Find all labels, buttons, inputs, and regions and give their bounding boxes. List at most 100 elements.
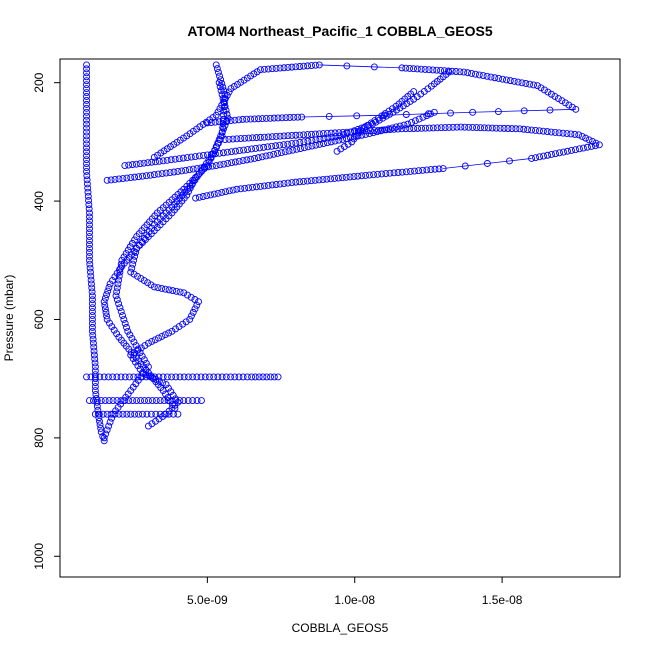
data-point: [518, 79, 526, 87]
data-point: [423, 166, 431, 174]
data-point: [411, 167, 418, 175]
data-point: [142, 373, 150, 381]
data-point: [256, 182, 264, 190]
data-point: [211, 150, 219, 158]
data-point: [83, 112, 90, 120]
data-point: [102, 308, 110, 316]
data-point: [158, 284, 166, 292]
data-point: [159, 157, 167, 165]
data-point: [86, 237, 93, 244]
data-point: [86, 229, 93, 237]
data-point: [113, 397, 121, 405]
data-point: [284, 132, 292, 140]
data-point: [83, 96, 90, 104]
data-point: [410, 65, 417, 73]
data-point: [371, 117, 379, 125]
data-point: [95, 410, 103, 418]
data-point: [367, 119, 375, 127]
data-point: [203, 151, 211, 159]
y-tick-label: 1000: [32, 543, 46, 570]
data-point: [115, 410, 123, 418]
data-point: [554, 95, 562, 103]
data-point: [300, 131, 308, 139]
data-point: [402, 111, 410, 118]
data-point: [392, 123, 400, 131]
data-point: [152, 410, 160, 418]
data-point: [499, 75, 507, 83]
y-axis: 200 400 600 800 1000: [32, 72, 60, 570]
data-point: [215, 118, 223, 126]
data-point: [272, 64, 280, 72]
data-point: [259, 373, 267, 381]
data-point: [161, 410, 169, 418]
data-point: [124, 327, 132, 335]
data-point: [193, 397, 201, 405]
data-point: [382, 170, 390, 178]
data-point: [308, 142, 316, 150]
data-point: [260, 133, 268, 141]
data-point: [86, 397, 93, 405]
data-point: [449, 123, 457, 131]
data-point: [83, 104, 90, 112]
data-point: [208, 162, 216, 170]
data-point: [578, 133, 586, 140]
connector-line: [384, 111, 473, 116]
data-point: [90, 343, 98, 351]
data-point: [88, 312, 96, 319]
data-point: [212, 111, 220, 119]
data-point: [274, 150, 281, 157]
data-point: [169, 401, 177, 409]
data-point: [274, 114, 282, 122]
data-point: [229, 186, 237, 194]
data-point: [445, 123, 453, 131]
data-point: [188, 312, 195, 320]
data-point: [235, 116, 243, 124]
data-point: [108, 414, 116, 422]
data-point: [105, 422, 113, 430]
data-point: [439, 165, 447, 172]
data-point: [522, 80, 530, 87]
data-point: [83, 100, 90, 108]
data-point: [108, 323, 116, 331]
data-point: [579, 144, 587, 152]
data-point: [150, 283, 158, 291]
data-point: [121, 319, 129, 327]
data-point: [551, 92, 559, 100]
data-point: [88, 308, 96, 316]
data-point: [214, 373, 222, 381]
data-point: [396, 104, 404, 112]
data-point: [266, 114, 274, 122]
data-point: [191, 305, 199, 313]
data-point: [292, 131, 300, 139]
data-point: [429, 66, 437, 74]
data-point: [558, 97, 566, 105]
data-point: [477, 124, 484, 132]
connector-line: [301, 114, 385, 118]
data-point: [396, 122, 404, 130]
data-point: [138, 373, 146, 381]
data-point: [591, 142, 599, 150]
data-point: [176, 288, 184, 296]
data-point: [165, 329, 173, 337]
data-point: [456, 68, 464, 76]
data-point: [131, 410, 139, 418]
data-point: [350, 133, 358, 141]
data-point: [174, 410, 182, 418]
data-point: [100, 437, 108, 445]
data-point: [282, 114, 290, 122]
data-point: [544, 151, 551, 159]
data-point: [113, 330, 121, 338]
data-point: [221, 136, 229, 143]
data-point: [319, 130, 327, 138]
data-point: [460, 68, 468, 76]
data-point: [256, 66, 264, 74]
data-point: [135, 173, 143, 181]
data-point: [402, 168, 410, 176]
data-point: [222, 188, 230, 196]
data-point: [583, 143, 591, 151]
data-point: [216, 83, 224, 91]
data-point: [169, 287, 177, 295]
data-point: [162, 169, 170, 177]
data-point: [86, 252, 93, 260]
data-point: [427, 166, 435, 174]
